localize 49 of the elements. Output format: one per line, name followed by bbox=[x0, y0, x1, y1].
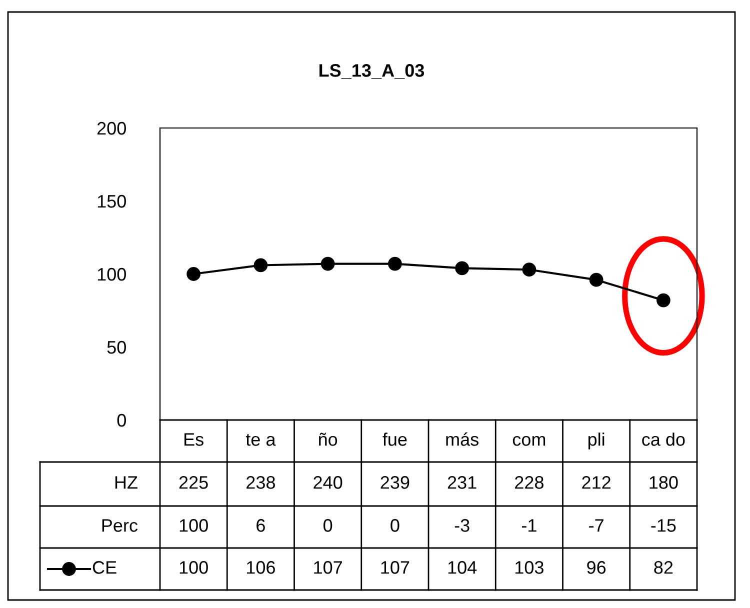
y-tick-label: 150 bbox=[98, 194, 126, 208]
x-tick-label: com bbox=[512, 436, 546, 446]
y-tick-label: 0 bbox=[117, 414, 126, 427]
text: 240 bbox=[314, 476, 342, 489]
data-label: 104 bbox=[448, 561, 477, 574]
text: -1 bbox=[522, 519, 536, 532]
point bbox=[388, 256, 402, 271]
point bbox=[254, 258, 268, 272]
point bbox=[522, 262, 536, 277]
y-tick-label: 100 bbox=[98, 268, 126, 281]
text: 180 bbox=[650, 476, 678, 489]
chart-title: LS_13_A_03 bbox=[320, 64, 424, 79]
x-tick-label: te a bbox=[246, 434, 276, 446]
text: 100 bbox=[180, 519, 208, 532]
y-tick-label: 200 bbox=[97, 122, 126, 135]
text: -15 bbox=[651, 519, 676, 532]
x-tick-label: Es bbox=[184, 433, 204, 446]
text: HZ bbox=[115, 476, 138, 489]
point bbox=[186, 267, 201, 281]
text: 0 bbox=[390, 519, 400, 532]
x-tick-label: más bbox=[446, 432, 478, 446]
text: 0 bbox=[323, 519, 332, 532]
legend-label: CE bbox=[92, 561, 116, 574]
data-label: 100 bbox=[180, 561, 208, 574]
point bbox=[589, 272, 604, 287]
text: -7 bbox=[589, 519, 604, 532]
text: 225 bbox=[179, 476, 208, 489]
x-tick-label: fue bbox=[382, 432, 407, 446]
x-tick-label: pli bbox=[588, 432, 604, 450]
text: 239 bbox=[380, 476, 410, 489]
text: 6 bbox=[256, 519, 265, 532]
data-label: 107 bbox=[381, 561, 410, 574]
data-label: 82 bbox=[654, 561, 673, 574]
data-label: 103 bbox=[516, 561, 544, 574]
data-label: 96 bbox=[587, 561, 606, 574]
text: 212 bbox=[582, 476, 610, 489]
x-tick-label: ca do bbox=[642, 432, 685, 446]
point bbox=[656, 293, 670, 308]
point bbox=[455, 261, 470, 276]
y-tick-label: 50 bbox=[107, 340, 126, 354]
data-label: 107 bbox=[314, 561, 342, 574]
text: Perc bbox=[102, 519, 138, 532]
data-label: 106 bbox=[247, 561, 275, 574]
point bbox=[320, 256, 335, 271]
text: 231 bbox=[448, 476, 476, 489]
x-tick-label: ño bbox=[319, 432, 338, 446]
text: 228 bbox=[515, 476, 544, 489]
text: -3 bbox=[454, 519, 470, 532]
text: 238 bbox=[246, 476, 275, 489]
